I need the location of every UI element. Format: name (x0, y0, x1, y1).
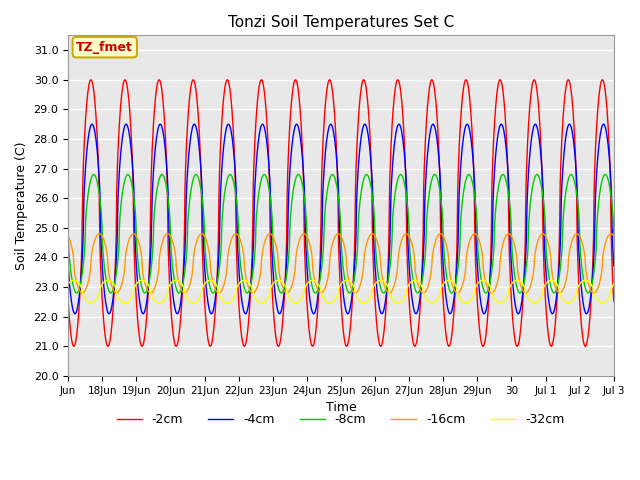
-8cm (500, 173, 508, 179)
-32cm (610, 281, 618, 287)
-4cm (491, 165, 499, 170)
-8cm (285, 244, 293, 250)
-16cm (306, 240, 314, 246)
Title: Tonzi Soil Temperatures Set C: Tonzi Soil Temperatures Set C (228, 15, 454, 30)
-2cm (440, 308, 448, 314)
Line: -16cm: -16cm (68, 234, 614, 293)
-4cm (305, 289, 313, 295)
-32cm (64, 281, 72, 287)
-32cm (500, 298, 508, 303)
-16cm (286, 288, 294, 293)
-16cm (120, 268, 128, 274)
-4cm (344, 311, 351, 317)
-2cm (491, 118, 499, 123)
Line: -2cm: -2cm (68, 80, 614, 346)
-16cm (232, 231, 239, 237)
-8cm (64, 231, 72, 237)
-4cm (64, 263, 72, 269)
Line: -8cm: -8cm (68, 175, 614, 293)
-2cm (64, 298, 72, 304)
-4cm (120, 126, 128, 132)
Line: -4cm: -4cm (68, 124, 614, 314)
-2cm (285, 131, 293, 136)
-2cm (610, 298, 618, 304)
-32cm (305, 279, 313, 285)
-4cm (610, 263, 618, 269)
-8cm (120, 181, 128, 187)
Legend: -2cm, -4cm, -8cm, -16cm, -32cm: -2cm, -4cm, -8cm, -16cm, -32cm (112, 408, 570, 431)
-8cm (305, 264, 313, 270)
-16cm (64, 233, 72, 239)
-2cm (305, 326, 313, 332)
-2cm (500, 104, 508, 110)
-32cm (440, 280, 448, 286)
Y-axis label: Soil Temperature (C): Soil Temperature (C) (15, 142, 28, 270)
-16cm (79, 290, 86, 296)
-2cm (275, 343, 282, 349)
-32cm (120, 300, 128, 305)
Text: TZ_fmet: TZ_fmet (76, 41, 133, 54)
-2cm (120, 79, 128, 84)
-4cm (500, 132, 508, 138)
-4cm (440, 273, 448, 278)
-32cm (491, 297, 499, 302)
-32cm (428, 300, 436, 306)
-8cm (414, 290, 422, 296)
-4cm (285, 177, 293, 183)
-4cm (191, 121, 198, 127)
-8cm (440, 247, 448, 253)
-16cm (610, 233, 618, 239)
-2cm (428, 77, 436, 83)
-16cm (500, 236, 508, 242)
-16cm (440, 235, 448, 240)
X-axis label: Time: Time (326, 401, 356, 414)
-8cm (610, 231, 618, 237)
-32cm (275, 277, 282, 283)
-8cm (491, 221, 499, 227)
Line: -32cm: -32cm (68, 280, 614, 303)
-16cm (491, 287, 499, 293)
-8cm (260, 172, 268, 178)
-32cm (285, 295, 293, 301)
